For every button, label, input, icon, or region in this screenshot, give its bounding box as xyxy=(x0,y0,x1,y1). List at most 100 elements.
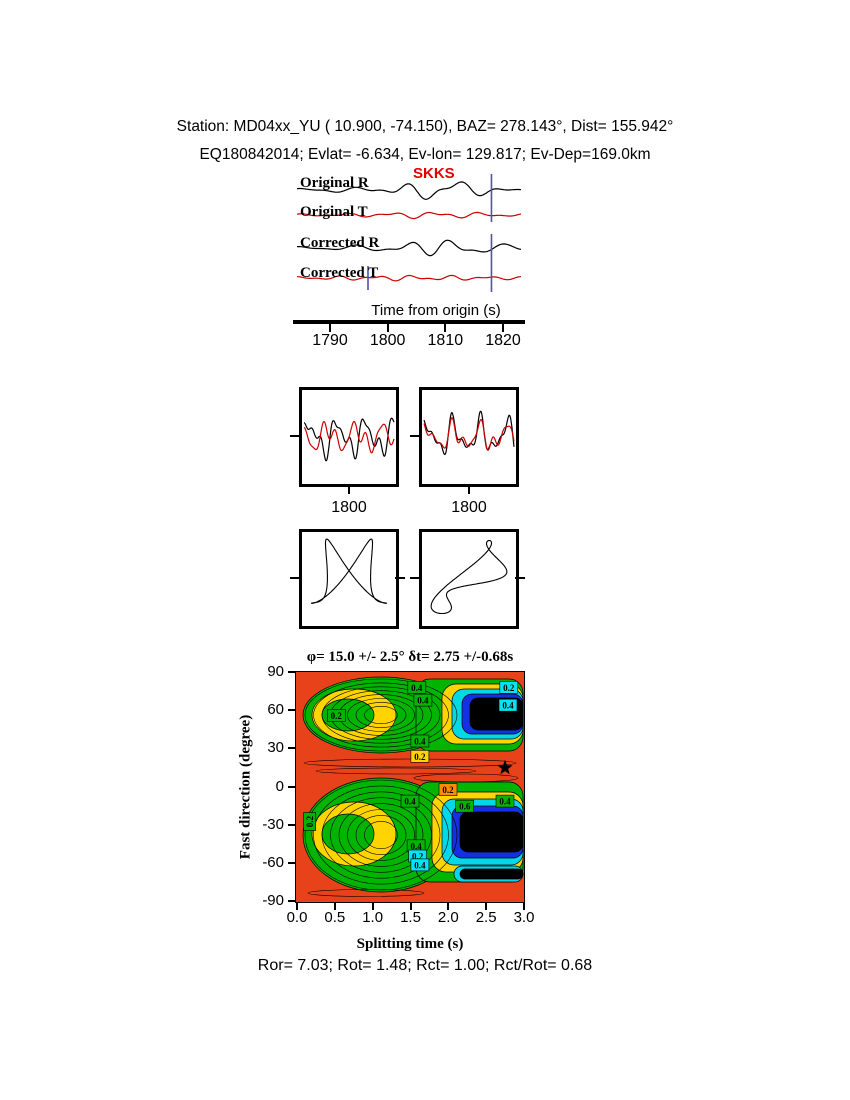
trace-Corrected R xyxy=(297,239,522,257)
contour-rings xyxy=(304,678,458,891)
time-axis-tick-label: 1790 xyxy=(312,332,348,349)
contour-label-chip: 0.2 xyxy=(438,783,458,796)
event-info: EQ180842014; Evlat= -6.634, Ev-lon= 129.… xyxy=(199,146,651,163)
time-axis-tick-label: 1820 xyxy=(485,332,521,349)
x-axis-tick-label: 2.5 xyxy=(475,909,497,926)
svg-text:0.4: 0.4 xyxy=(410,841,422,851)
time-axis-tick-label: 1810 xyxy=(427,332,464,349)
axis-tick xyxy=(468,486,470,494)
axis-tick xyxy=(395,577,405,579)
y-axis-tick-label: -90 xyxy=(262,892,284,909)
window-time-label-right: 1800 xyxy=(451,499,487,516)
window-box-left xyxy=(299,387,399,487)
splitting-result-title: φ= 15.0 +/- 2.5° δt= 2.75 +/-0.68s xyxy=(306,649,514,665)
contour-label-chip: 0.4 xyxy=(410,734,430,748)
time-axis-tick-label: 1800 xyxy=(369,332,406,349)
x-axis-tick xyxy=(409,903,412,910)
trace-label-corrected-t: Corrected T xyxy=(300,265,379,281)
window-traces-left xyxy=(303,417,395,462)
trace-label-original-r: Original R xyxy=(300,175,369,191)
svg-text:0.4: 0.4 xyxy=(411,683,423,693)
y-axis-tick-label: 60 xyxy=(267,701,284,719)
x-axis-tick-label: 0.5 xyxy=(324,909,346,926)
x-axis-tick-label: 1.0 xyxy=(362,909,384,926)
trace-T xyxy=(423,417,515,451)
particle-motion-left xyxy=(311,538,387,604)
y-axis-tick-label: -60 xyxy=(262,853,284,871)
contour-label-chip: 0.4 xyxy=(410,858,430,872)
x-axis-tick-label: 2.0 xyxy=(437,909,459,926)
x-axis-tick xyxy=(296,903,298,910)
x-axis-tick xyxy=(447,903,450,910)
particle-motion-curve xyxy=(430,539,508,615)
trace-label-corrected-r: Corrected R xyxy=(300,235,380,251)
y-axis-tick xyxy=(288,900,296,902)
axis-tick xyxy=(348,486,350,494)
phase-label: SKKS xyxy=(413,165,455,182)
trace-R xyxy=(303,417,395,462)
particle-motion-box-left xyxy=(299,529,399,629)
trace-Corrected T xyxy=(297,274,521,282)
svg-text:0.4: 0.4 xyxy=(502,701,514,711)
svg-text:0.4: 0.4 xyxy=(404,797,416,807)
contour-label-chip: 0.4 xyxy=(495,794,515,808)
window-traces-right xyxy=(423,410,515,456)
y-axis-tick xyxy=(288,671,296,673)
station-info: Station: MD04xx_YU ( 10.900, -74.150), B… xyxy=(176,118,674,135)
error-surface-frame: 0.2 0.4 0.4 0.2 0.4 0.4 0.2 0.2 0.4 0.6 0.4 0.2 0.4 0… xyxy=(295,671,525,903)
x-axis-label: Splitting time (s) xyxy=(356,936,464,952)
svg-text:0.2: 0.2 xyxy=(331,711,343,721)
x-axis-tick-label: 1.5 xyxy=(400,909,421,926)
svg-text:0.4: 0.4 xyxy=(414,737,426,747)
best-fit-star xyxy=(497,759,513,775)
axis-tick xyxy=(410,435,420,437)
time-axis-tick xyxy=(329,324,331,332)
svg-text:0.4: 0.4 xyxy=(414,860,426,870)
axis-tick xyxy=(410,577,420,579)
trace-T xyxy=(303,420,395,454)
time-axis-tick xyxy=(386,324,389,332)
contour-label-chip: 0.4 xyxy=(413,693,433,707)
y-axis-tick-label: 0 xyxy=(275,777,284,795)
y-axis-tick xyxy=(288,709,296,712)
svg-text:0.2: 0.2 xyxy=(412,852,424,862)
y-axis-tick-label: 30 xyxy=(267,739,284,757)
y-axis-tick-label: 90 xyxy=(267,663,284,680)
contour-label-chip: 0.2 xyxy=(303,812,316,831)
statistics-line: Ror= 7.03; Rot= 1.48; Rct= 1.00; Rct/Rot… xyxy=(257,957,593,974)
x-axis-tick xyxy=(371,903,374,910)
time-axis-tick xyxy=(502,324,504,332)
svg-text:0.2: 0.2 xyxy=(414,752,426,762)
y-axis-tick xyxy=(288,747,296,750)
svg-text:0.4: 0.4 xyxy=(499,797,511,807)
contour-label-chip: 0.2 xyxy=(499,681,519,694)
contour-label-chip: 0.4 xyxy=(498,698,518,712)
y-axis-tick xyxy=(288,861,296,864)
seismogram-traces xyxy=(296,174,522,292)
x-axis-tick-label: 3.0 xyxy=(513,909,535,926)
svg-text:0.2: 0.2 xyxy=(442,785,454,795)
contour-label-chip: 0.6 xyxy=(455,799,474,813)
svg-text:0.4: 0.4 xyxy=(417,696,429,706)
trace-Original T xyxy=(296,211,522,220)
particle-motion-box-right xyxy=(419,529,519,629)
particle-motion-right xyxy=(430,539,508,615)
trace-label-original-t: Original T xyxy=(300,204,368,220)
contour-label-chip: 0.2 xyxy=(410,750,430,763)
y-axis-tick-label: -30 xyxy=(262,815,284,833)
error-surface-plot: 0.20.40.4 0.20.40.40.20.20.40.60.40.20.40… xyxy=(296,672,524,902)
x-axis-tick xyxy=(333,903,336,910)
x-axis-tick-label: 0.0 xyxy=(286,909,308,926)
time-axis-tick xyxy=(444,324,447,332)
contour-label-chip: 0.2 xyxy=(326,709,346,722)
x-axis-tick xyxy=(485,903,488,910)
x-axis-tick xyxy=(523,903,525,910)
contour-label-chip: 0.4 xyxy=(400,794,420,808)
time-axis-label: Time from origin (s) xyxy=(371,302,501,319)
stray-contours xyxy=(303,758,519,897)
y-axis-tick xyxy=(288,823,296,826)
axis-tick xyxy=(515,577,525,579)
axis-tick xyxy=(290,577,300,579)
svg-text:0.6: 0.6 xyxy=(459,802,471,812)
